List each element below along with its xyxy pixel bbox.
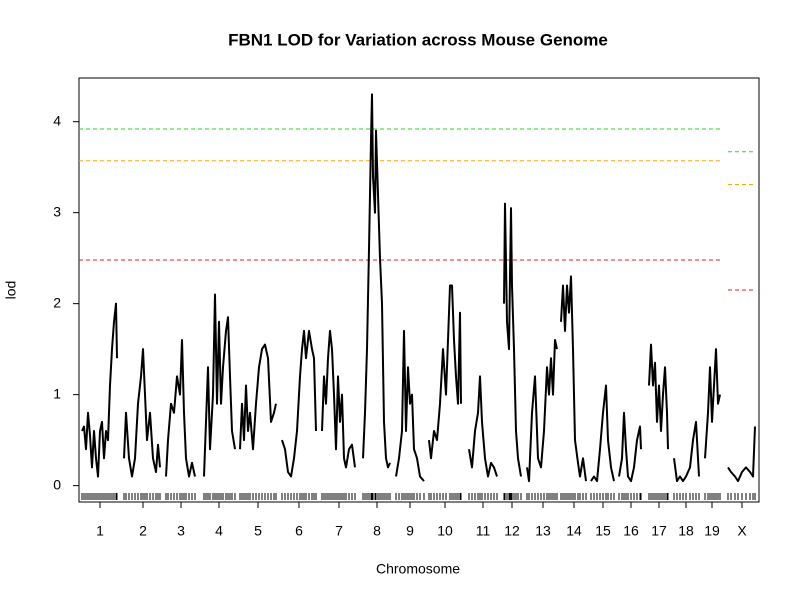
- x-tick-label: 1: [96, 523, 104, 539]
- y-tick-label: 4: [53, 112, 61, 128]
- y-tick-label: 0: [53, 476, 61, 492]
- x-tick-label: 2: [139, 523, 147, 539]
- x-tick-label: 19: [704, 523, 720, 539]
- x-tick-label: 18: [678, 523, 694, 539]
- x-tick-label: 14: [566, 523, 582, 539]
- x-tick-label: X: [737, 523, 747, 539]
- y-tick-label: 1: [53, 385, 61, 401]
- x-tick-label: 12: [504, 523, 520, 539]
- x-tick-label: 11: [476, 523, 491, 539]
- x-tick-label: 10: [437, 523, 453, 539]
- lod-line: [81, 93, 756, 483]
- y-tick-label: 3: [53, 203, 61, 219]
- x-tick-label: 16: [623, 523, 639, 539]
- x-axis-label: Chromosome: [376, 561, 460, 577]
- plot-frame: [78, 77, 760, 503]
- x-tick-label: 7: [335, 523, 343, 539]
- x-tick-label: 4: [215, 523, 223, 539]
- x-tick-label: 17: [651, 523, 667, 539]
- x-tick-label: 5: [254, 523, 262, 539]
- x-tick-label: 3: [177, 523, 185, 539]
- chart-title: FBN1 LOD for Variation across Mouse Geno…: [228, 30, 608, 49]
- y-axis-label: lod: [3, 281, 19, 300]
- x-tick-label: 9: [406, 523, 414, 539]
- x-tick-label: 8: [373, 523, 381, 539]
- x-tick-label: 13: [535, 523, 551, 539]
- x-tick-label: 6: [295, 523, 303, 539]
- x-tick-label: 15: [595, 523, 611, 539]
- y-tick-label: 2: [53, 294, 61, 310]
